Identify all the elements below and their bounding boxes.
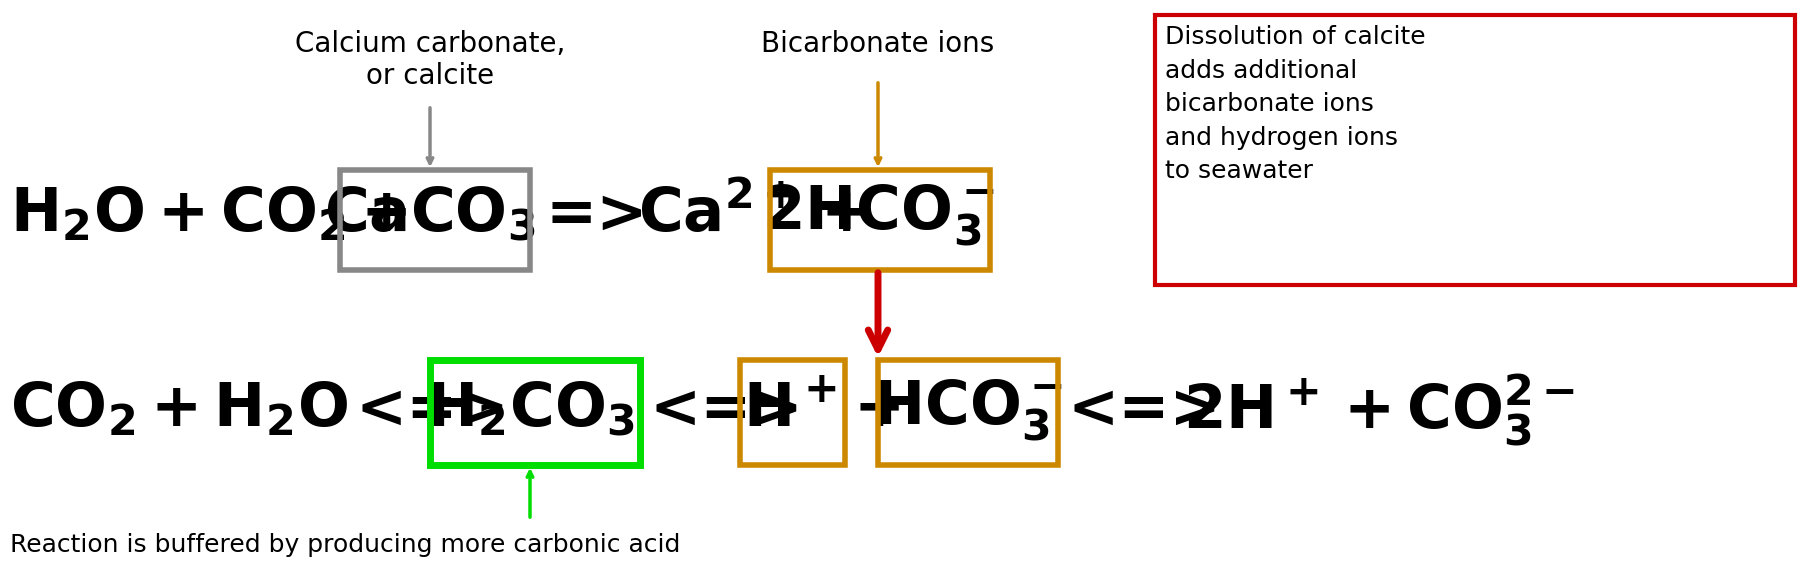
Text: $\mathregular{2H^+ + CO_3^{2-}}$: $\mathregular{2H^+ + CO_3^{2-}}$: [1183, 372, 1575, 448]
Text: $\mathregular{CO_2 + H_2O}$: $\mathregular{CO_2 + H_2O}$: [11, 380, 348, 439]
Text: $\mathregular{H^+}$: $\mathregular{H^+}$: [743, 380, 837, 439]
Text: Calcium carbonate,
or calcite: Calcium carbonate, or calcite: [294, 30, 565, 90]
Text: Reaction is buffered by producing more carbonic acid: Reaction is buffered by producing more c…: [11, 533, 680, 557]
Text: <=>: <=>: [649, 380, 805, 439]
Text: <=>: <=>: [1068, 380, 1221, 439]
Text: $\mathregular{CaCO_3}$: $\mathregular{CaCO_3}$: [325, 185, 536, 245]
Text: Bicarbonate ions: Bicarbonate ions: [761, 30, 994, 58]
Text: <=>: <=>: [355, 380, 509, 439]
Text: =>: =>: [545, 185, 648, 244]
Text: $\mathregular{H_2O + CO_2 +}$: $\mathregular{H_2O + CO_2 +}$: [11, 185, 408, 244]
Text: +: +: [853, 380, 904, 439]
Text: $\mathregular{2HCO_3^-}$: $\mathregular{2HCO_3^-}$: [761, 182, 994, 248]
Text: $\mathregular{H_2CO_3}$: $\mathregular{H_2CO_3}$: [426, 380, 635, 440]
Text: $\mathregular{Ca^{2+} +}$: $\mathregular{Ca^{2+} +}$: [639, 185, 868, 245]
Text: $\mathregular{HCO_3^-}$: $\mathregular{HCO_3^-}$: [873, 377, 1063, 443]
Text: Dissolution of calcite
adds additional
bicarbonate ions
and hydrogen ions
to sea: Dissolution of calcite adds additional b…: [1165, 25, 1425, 183]
